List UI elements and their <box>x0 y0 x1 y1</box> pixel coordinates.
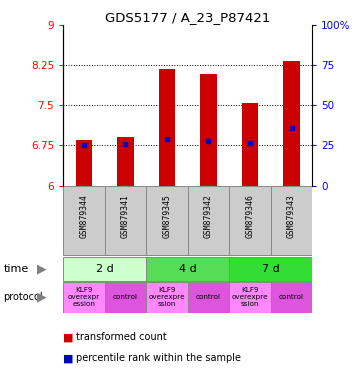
Bar <box>200 74 217 185</box>
Text: GSM879341: GSM879341 <box>121 194 130 238</box>
Bar <box>76 140 92 185</box>
FancyBboxPatch shape <box>146 282 188 313</box>
FancyBboxPatch shape <box>63 282 105 313</box>
Text: ▶: ▶ <box>37 262 46 275</box>
Text: KLF9
overexpre
ssion: KLF9 overexpre ssion <box>149 287 185 308</box>
Text: protocol: protocol <box>4 292 43 303</box>
Text: KLF9
overexpr
ession: KLF9 overexpr ession <box>68 287 100 308</box>
FancyBboxPatch shape <box>188 186 229 255</box>
Text: KLF9
overexpre
ssion: KLF9 overexpre ssion <box>232 287 268 308</box>
FancyBboxPatch shape <box>229 257 312 281</box>
Text: ■: ■ <box>63 353 74 363</box>
FancyBboxPatch shape <box>229 282 271 313</box>
Text: 2 d: 2 d <box>96 264 114 274</box>
Text: ▶: ▶ <box>37 291 46 304</box>
Text: GSM879342: GSM879342 <box>204 194 213 238</box>
Text: 4 d: 4 d <box>179 264 197 274</box>
Text: transformed count: transformed count <box>76 332 166 342</box>
Bar <box>158 69 175 185</box>
FancyBboxPatch shape <box>271 186 312 255</box>
FancyBboxPatch shape <box>63 186 105 255</box>
Bar <box>242 103 258 185</box>
Text: control: control <box>113 295 138 300</box>
Bar <box>283 61 300 185</box>
Bar <box>117 137 134 185</box>
FancyBboxPatch shape <box>271 282 312 313</box>
FancyBboxPatch shape <box>146 186 188 255</box>
Title: GDS5177 / A_23_P87421: GDS5177 / A_23_P87421 <box>105 11 270 24</box>
Text: control: control <box>196 295 221 300</box>
Text: percentile rank within the sample: percentile rank within the sample <box>76 353 241 363</box>
Text: 7 d: 7 d <box>262 264 280 274</box>
Text: time: time <box>4 264 29 274</box>
Text: GSM879343: GSM879343 <box>287 194 296 238</box>
Text: GSM879344: GSM879344 <box>79 194 88 238</box>
FancyBboxPatch shape <box>188 282 229 313</box>
Text: control: control <box>279 295 304 300</box>
FancyBboxPatch shape <box>105 282 146 313</box>
FancyBboxPatch shape <box>105 186 146 255</box>
FancyBboxPatch shape <box>229 186 271 255</box>
Text: ■: ■ <box>63 332 74 342</box>
Text: GSM879346: GSM879346 <box>245 194 255 238</box>
FancyBboxPatch shape <box>146 257 229 281</box>
Text: GSM879345: GSM879345 <box>162 194 171 238</box>
FancyBboxPatch shape <box>63 257 146 281</box>
